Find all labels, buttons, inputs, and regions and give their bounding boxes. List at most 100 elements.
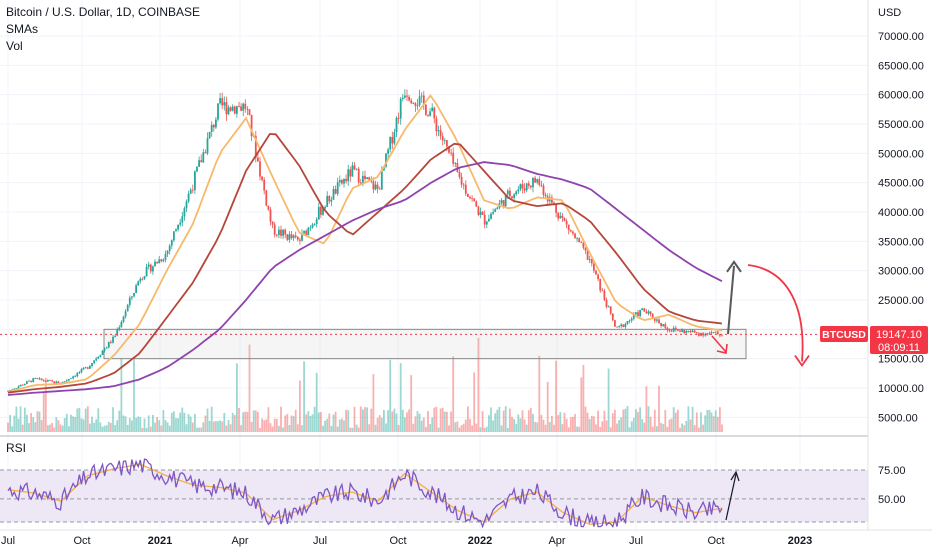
candle-body (647, 311, 650, 314)
volume-bar (674, 412, 677, 432)
volume-bar (576, 426, 578, 432)
volume-bar (469, 418, 471, 432)
volume-bar (464, 419, 467, 432)
volume-bar (338, 419, 341, 432)
volume-bar (475, 423, 478, 432)
candle-body (198, 160, 200, 167)
volume-bar (557, 415, 560, 432)
volume-bar (670, 418, 673, 432)
volume-bar (460, 425, 463, 432)
candle-body (336, 182, 339, 194)
candle-body (208, 131, 211, 139)
volume-bar (242, 412, 245, 432)
indicator-vol[interactable]: Vol (6, 39, 23, 53)
volume-bar (404, 417, 406, 432)
candle-body (569, 230, 572, 232)
volume-bar (269, 423, 272, 432)
candle-body (641, 308, 644, 311)
candle-body (681, 329, 683, 332)
candle-body (110, 341, 112, 343)
volume-bar (672, 407, 675, 432)
volume-bar (206, 408, 209, 432)
candle-body (292, 235, 295, 239)
candle-body (80, 369, 83, 373)
volume-bar (525, 424, 528, 432)
volume-bar (521, 410, 524, 432)
volume-bar (399, 363, 402, 432)
indicator-smas[interactable]: SMAs (6, 22, 38, 36)
time-tick-label: Apr (231, 535, 248, 547)
candle-body (469, 196, 471, 199)
candle-body (511, 196, 513, 198)
candle-body (68, 378, 70, 381)
volume-bar (376, 417, 379, 432)
volume-bar (578, 426, 581, 432)
volume-bar (536, 422, 539, 432)
volume-bar (477, 337, 480, 432)
candle-body (714, 331, 717, 333)
candle-body (101, 350, 104, 355)
volume-bar (494, 413, 497, 432)
volume-bar (572, 416, 574, 432)
candle-body (19, 384, 22, 387)
candle-body (133, 293, 135, 297)
candle-body (448, 146, 450, 153)
candle-body (286, 234, 289, 240)
candle-body (412, 103, 415, 104)
candle-body (668, 330, 671, 331)
volume-bar (324, 420, 326, 432)
volume-bar (679, 427, 681, 432)
volume-bar (32, 417, 35, 432)
volume-bar (225, 425, 228, 432)
volume-bar (288, 425, 291, 432)
candle-body (490, 213, 492, 219)
volume-bar (378, 415, 381, 432)
candle-body (414, 103, 417, 106)
volume-bar (668, 419, 671, 432)
candle-body (143, 276, 146, 279)
volume-bar (257, 411, 259, 432)
candle-body (427, 114, 429, 116)
volume-bar (355, 424, 358, 432)
rsi-label[interactable]: RSI (6, 441, 26, 455)
volume-bar (347, 410, 350, 432)
candle-body (328, 195, 331, 202)
volume-bar (542, 419, 545, 432)
candle-body (601, 290, 604, 292)
candle-body (467, 193, 469, 197)
candle-body (160, 259, 163, 262)
volume-bar (645, 386, 648, 432)
candle-body (488, 218, 490, 222)
volume-bar (553, 424, 555, 432)
volume-bar (187, 414, 190, 432)
volume-bar (57, 420, 60, 432)
volume-bar (357, 427, 360, 432)
candle-body (517, 189, 520, 192)
candle-body (582, 242, 585, 248)
time-tick-label: Apr (548, 535, 565, 547)
candle-body (275, 234, 278, 236)
volume-bar (343, 420, 345, 432)
volume-bar (278, 425, 280, 432)
chart-title[interactable]: Bitcoin / U.S. Dollar, 1D, COINBASE (6, 5, 200, 19)
volume-bar (110, 422, 112, 432)
volume-bar (620, 417, 623, 432)
volume-bar (479, 427, 482, 432)
candle-body (584, 247, 587, 251)
candle-body (359, 182, 362, 184)
candle-body (609, 306, 612, 314)
volume-bar (502, 410, 505, 432)
candle-body (506, 190, 509, 195)
candle-body (716, 331, 719, 335)
candle-body (338, 180, 341, 183)
candle-body (324, 206, 326, 209)
volume-bar (219, 420, 221, 432)
candle-body (544, 194, 547, 197)
candle-body (49, 380, 51, 381)
candle-body (194, 171, 196, 191)
time-axis[interactable]: Jul Oct 2021 Apr Jul Oct 2022 Apr Jul Oct 2023 (1, 535, 812, 547)
candle-body (374, 184, 377, 190)
volume-bar (221, 421, 224, 432)
